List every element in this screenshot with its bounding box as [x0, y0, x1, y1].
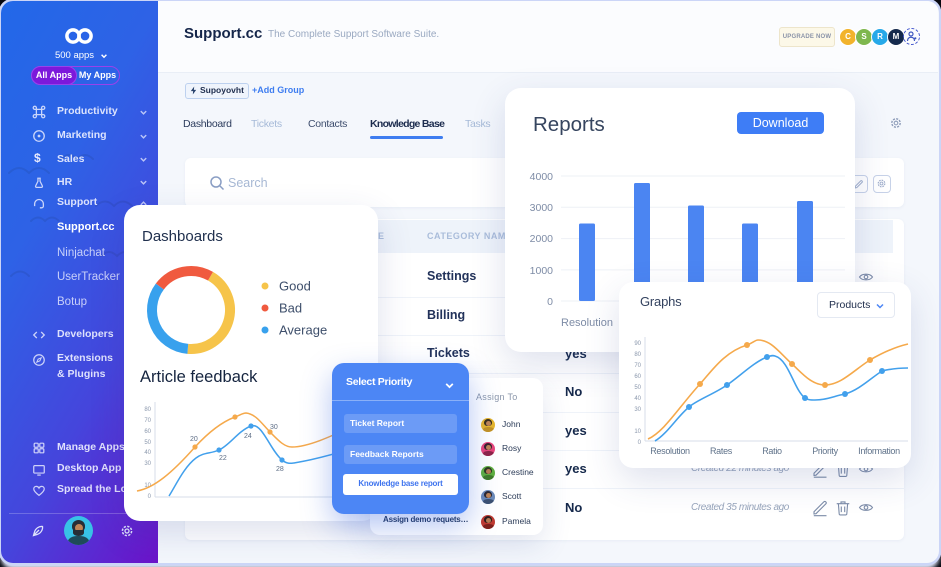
svg-text:Information: Information	[858, 446, 900, 456]
svg-text:Priority: Priority	[812, 446, 838, 456]
svg-text:Good: Good	[279, 279, 311, 294]
svg-text:30: 30	[270, 424, 278, 431]
svg-text:28: 28	[276, 466, 284, 473]
svg-text:0: 0	[638, 440, 642, 446]
svg-text:70: 70	[634, 363, 641, 369]
svg-text:0: 0	[148, 494, 152, 500]
svg-text:50: 50	[634, 385, 641, 391]
svg-text:Ratio: Ratio	[762, 446, 782, 456]
svg-text:10: 10	[144, 483, 151, 489]
svg-text:60: 60	[634, 374, 641, 380]
svg-text:0: 0	[547, 296, 553, 308]
svg-text:70: 70	[144, 418, 151, 424]
svg-text:Bad: Bad	[279, 301, 302, 316]
svg-text:40: 40	[634, 396, 641, 402]
svg-text:Rates: Rates	[710, 446, 733, 456]
svg-text:1000: 1000	[530, 265, 554, 277]
svg-text:80: 80	[144, 407, 151, 413]
svg-text:24: 24	[244, 433, 252, 440]
svg-text:30: 30	[144, 461, 151, 467]
svg-text:Average: Average	[279, 323, 327, 338]
svg-text:2000: 2000	[530, 233, 554, 245]
svg-text:Resolution: Resolution	[650, 446, 690, 456]
svg-text:4000: 4000	[530, 171, 554, 183]
svg-text:22: 22	[219, 455, 227, 462]
svg-text:50: 50	[144, 440, 151, 446]
svg-text:90: 90	[634, 341, 641, 347]
svg-text:3000: 3000	[530, 202, 554, 214]
svg-text:30: 30	[634, 407, 641, 413]
svg-text:80: 80	[634, 352, 641, 358]
svg-text:Resolution: Resolution	[561, 317, 613, 329]
svg-text:10: 10	[634, 429, 641, 435]
svg-text:60: 60	[144, 429, 151, 435]
svg-text:20: 20	[190, 436, 198, 443]
svg-text:40: 40	[144, 450, 151, 456]
